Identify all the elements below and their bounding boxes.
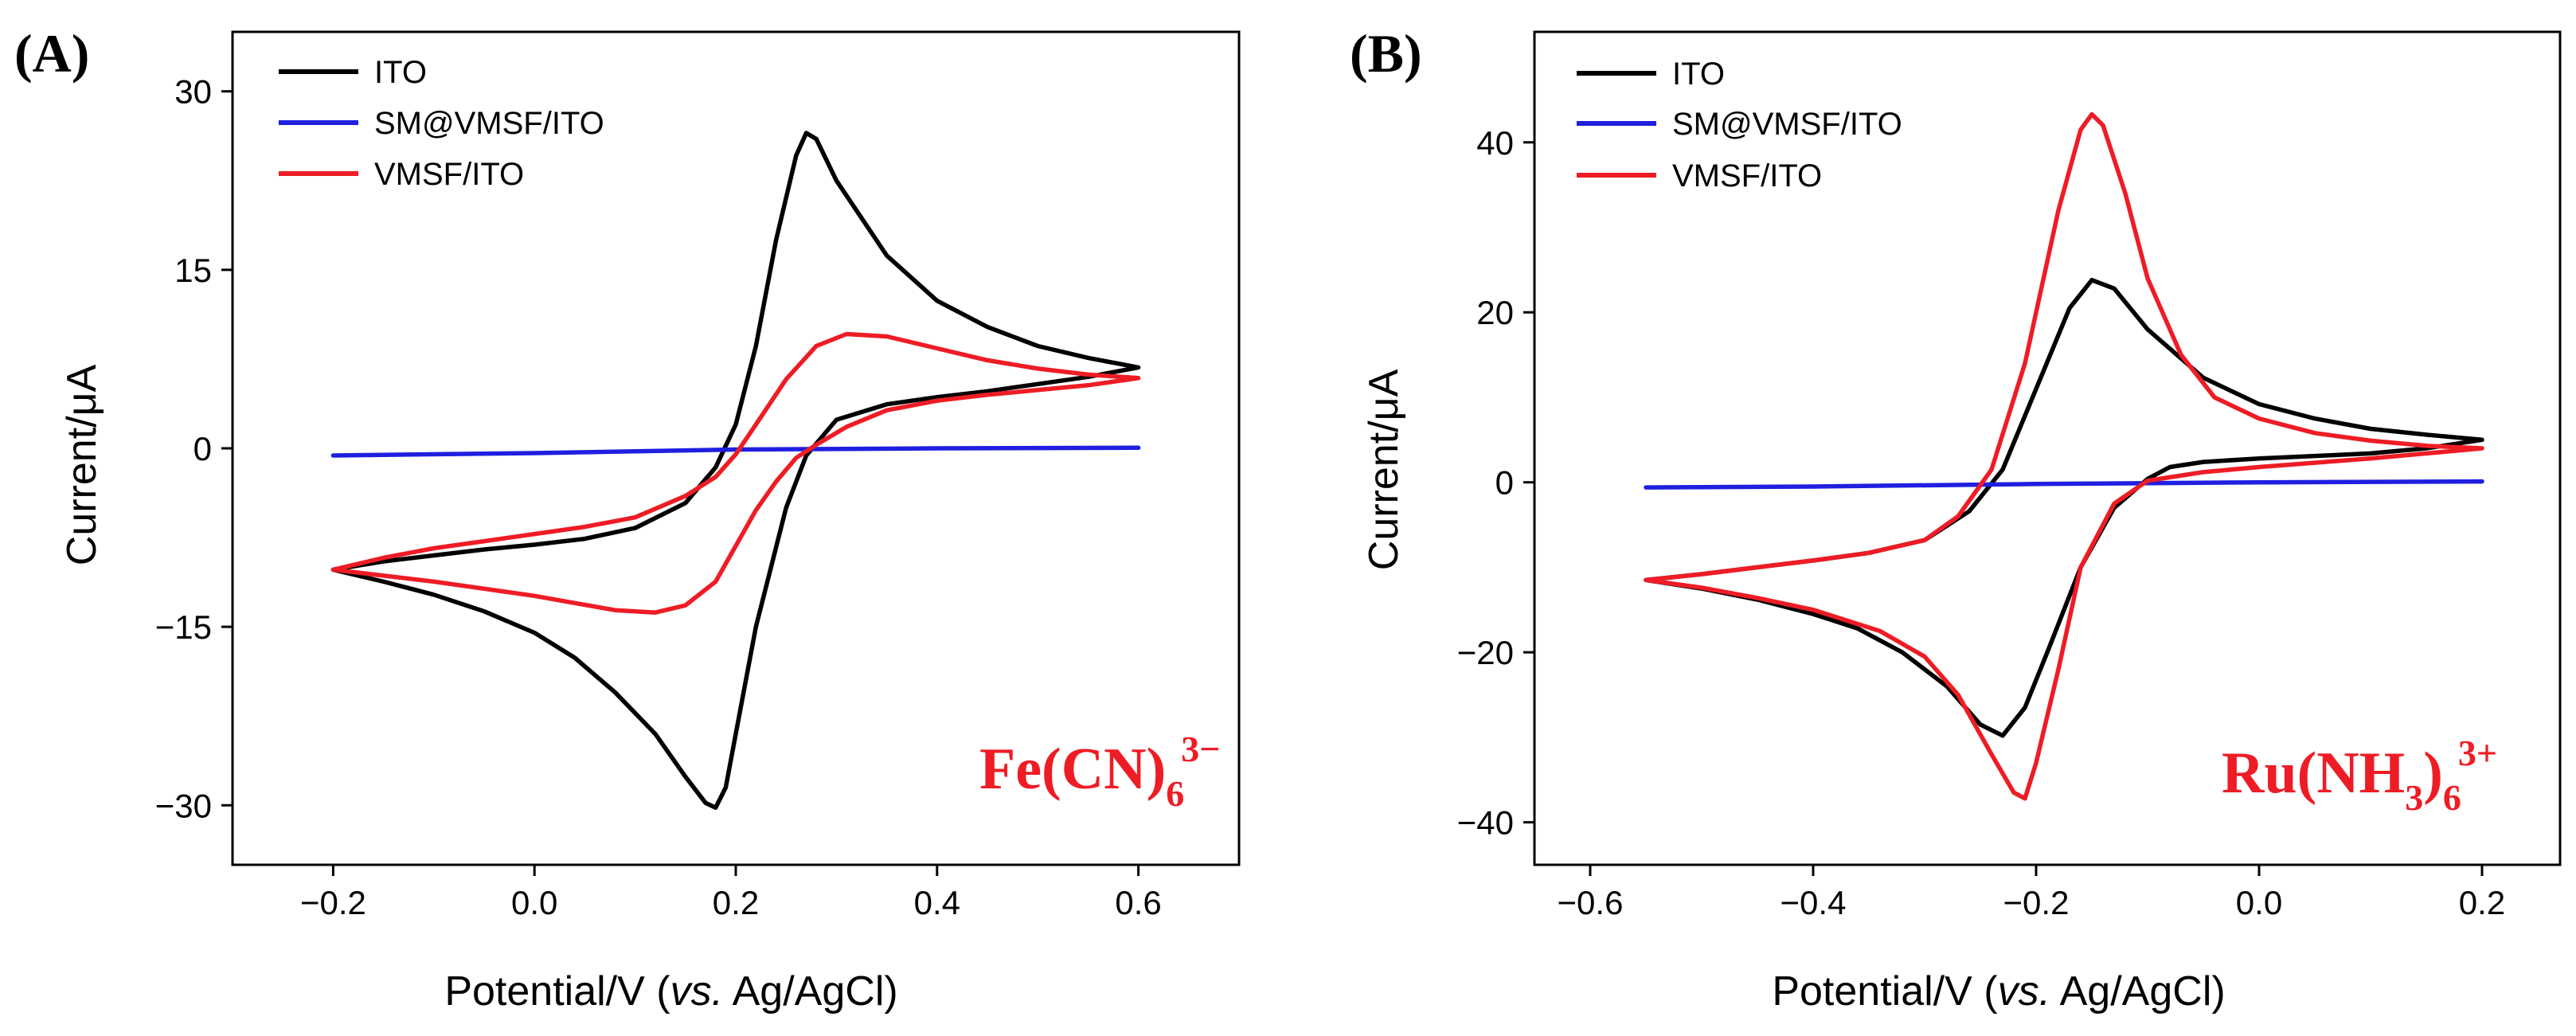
panel-a-redox-label: Fe(CN)63− bbox=[979, 729, 1220, 814]
panel-b-plot-frame bbox=[1533, 30, 2562, 866]
panel-b-x-tick-label: 0.2 bbox=[2459, 884, 2505, 921]
panel-a-y-tick-label: 15 bbox=[174, 252, 212, 289]
legend-label-sm-vmsf-ito: SM@VMSF/ITO bbox=[1672, 107, 1902, 142]
panel-a-x-ticks: −0.2 0.0 0.2 0.4 0.6 bbox=[300, 865, 1162, 921]
panel-a-series-ito bbox=[330, 131, 1141, 811]
panel-a-series-vmsf-ito bbox=[330, 331, 1141, 615]
panel-b-x-tick-label: −0.6 bbox=[1558, 884, 1624, 921]
legend-label-vmsf-ito: VMSF/ITO bbox=[374, 157, 524, 192]
panel-b-y-tick-label: −20 bbox=[1457, 634, 1514, 671]
panel-a-curves bbox=[330, 131, 1141, 811]
panel-a-x-tick-label: 0.4 bbox=[914, 884, 960, 921]
panel-b-x-tick-label: −0.2 bbox=[2003, 884, 2070, 921]
panel-b-label: (B) bbox=[1350, 23, 1422, 84]
legend-label-ito: ITO bbox=[374, 55, 427, 90]
panel-a-x-tick-label: 0.2 bbox=[713, 884, 759, 921]
panel-a-series-sm-vmsf-ito bbox=[330, 445, 1141, 458]
panel-b-x-tick-label: 0.0 bbox=[2236, 884, 2282, 921]
panel-a: (A) Current/μA Potential/V (vs. Ag/AgCl)… bbox=[14, 23, 1241, 1014]
panel-a-label: (A) bbox=[14, 23, 89, 84]
panel-b-y-tick-label: 0 bbox=[1495, 464, 1514, 502]
panel-a-x-tick-label: 0.6 bbox=[1115, 884, 1161, 921]
panel-b-x-ticks: −0.6 −0.4 −0.2 0.0 0.2 bbox=[1558, 865, 2505, 921]
panel-b-legend: ITO SM@VMSF/ITO VMSF/ITO bbox=[1577, 57, 1902, 194]
panel-b-y-ticks: 40 20 0 −20 −40 bbox=[1457, 124, 1534, 842]
panel-a-y-tick-label: −15 bbox=[155, 608, 212, 646]
panel-b-series-vmsf-ito bbox=[1644, 111, 2484, 801]
legend-label-vmsf-ito: VMSF/ITO bbox=[1672, 158, 1822, 194]
panel-a-legend: ITO SM@VMSF/ITO VMSF/ITO bbox=[279, 55, 604, 192]
panel-a-y-tick-label: 30 bbox=[174, 73, 212, 111]
panel-b-x-tick-label: −0.4 bbox=[1781, 884, 1847, 921]
panel-a-y-tick-label: −30 bbox=[155, 787, 212, 824]
panel-b-y-tick-label: 40 bbox=[1476, 124, 1514, 162]
panel-b-curves bbox=[1644, 111, 2484, 801]
panel-b: (B) Current/μA Potential/V (vs. Ag/AgCl)… bbox=[1350, 23, 2562, 1014]
legend-label-sm-vmsf-ito: SM@VMSF/ITO bbox=[374, 106, 604, 141]
panel-a-y-axis-title: Current/μA bbox=[59, 364, 105, 565]
panel-a-x-tick-label: −0.2 bbox=[300, 884, 366, 921]
panel-a-x-tick-label: 0.0 bbox=[511, 884, 557, 921]
legend-label-ito: ITO bbox=[1672, 57, 1725, 92]
panel-b-y-tick-label: −40 bbox=[1457, 804, 1514, 842]
panel-b-x-axis-title: Potential/V (vs. Ag/AgCl) bbox=[1772, 968, 2225, 1014]
panel-b-y-tick-label: 20 bbox=[1476, 294, 1514, 331]
panel-b-redox-label: Ru(NH3)63+ bbox=[2222, 733, 2497, 818]
panel-a-y-tick-label: 0 bbox=[193, 430, 212, 467]
panel-a-x-axis-title: Potential/V (vs. Ag/AgCl) bbox=[444, 968, 897, 1014]
panel-b-series-ito bbox=[1644, 277, 2484, 738]
panel-b-series-sm-vmsf-ito bbox=[1644, 479, 2484, 490]
panel-b-y-axis-title: Current/μA bbox=[1361, 369, 1407, 570]
panel-a-y-ticks: 30 15 0 −15 −30 bbox=[155, 73, 233, 824]
